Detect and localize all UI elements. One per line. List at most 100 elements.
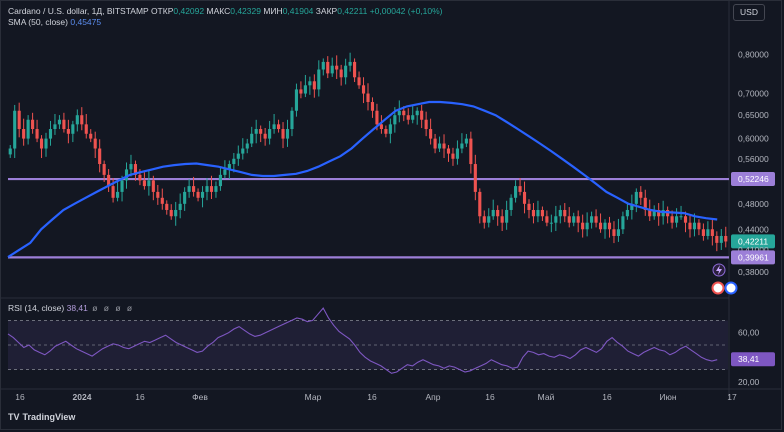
candle-body-28 [133,164,138,175]
candle-body-75 [344,65,348,78]
candle-body-145 [657,209,661,217]
candle-body-29 [138,174,142,181]
candle-body-91 [415,110,419,116]
candle-body-71 [326,61,330,74]
tradingview-logo[interactable]: TV TradingView [8,412,75,422]
low-value: 0,41904 [282,6,314,16]
candle-body-42 [196,191,200,198]
symbol-title: Cardano / U.S. dollar, 1Д, BITSTAMP [8,6,149,16]
high-label: МАКС [206,6,231,16]
candle-body-158 [715,235,719,243]
candle-body-133 [603,222,607,230]
candle-body-27 [129,164,133,170]
candle-body-63 [290,110,294,130]
sma-value: 0,45475 [70,17,102,27]
candle-body-144 [652,209,656,217]
candle-body-123 [558,209,562,217]
rsi-extra: ø ø ø ø [92,303,135,313]
candle-body-108 [491,209,495,217]
candle-body-104 [473,164,477,192]
candle-body-111 [505,209,509,223]
rsi-legend[interactable]: RSI (14, close) 38,41 ø ø ø ø [8,303,134,313]
candle-body-74 [339,69,343,78]
currency-button[interactable]: USD [733,4,765,21]
candle-body-58 [268,129,272,139]
candle-body-38 [178,203,182,210]
candle-body-90 [411,115,415,120]
candle-body-25 [120,180,124,192]
candle-body-66 [303,85,307,94]
flag-us-icon-2[interactable] [724,281,738,295]
candle-body-80 [366,93,370,103]
candle-body-143 [648,209,652,217]
candle-body-24 [116,191,120,198]
candle-body-140 [634,191,638,204]
candle-body-44 [205,186,209,192]
candle-body-142 [643,197,647,210]
time-tick-2: 16 [135,392,145,402]
candle-body-124 [563,209,567,217]
change-value: +0,00042 (+0,10%) [369,6,443,16]
time-tick-5: 16 [367,392,377,402]
candle-body-150 [679,216,683,218]
candle-body-77 [353,61,357,78]
candle-body-20 [98,148,102,165]
candle-body-39 [183,191,187,204]
time-tick-9: 16 [602,392,612,402]
candle-body-141 [639,191,643,198]
candle-body-61 [281,129,285,139]
candle-body-122 [554,216,558,223]
candle-body-87 [397,110,401,116]
price-label-3: 0,39961 [738,252,769,262]
candle-body-131 [594,216,598,223]
candle-body-151 [683,216,688,223]
candle-body-126 [572,216,576,223]
candle-body-113 [514,186,518,198]
candle-body-8 [44,138,48,149]
candle-body-1 [13,110,17,149]
candle-body-83 [379,124,383,130]
close-label: ЗАКР [315,6,338,16]
candle-body-94 [429,129,433,139]
price-tick-6: 0,44000 [738,224,769,234]
candle-body-15 [75,115,79,125]
sma-legend[interactable]: SMA (50, close) 0,45475 [8,17,101,27]
alert-icons[interactable] [711,263,738,295]
time-tick-1: 2024 [73,392,92,402]
candle-body-36 [169,209,173,217]
open-label: ОТКР [150,6,174,16]
candle-body-106 [482,216,486,223]
price-label-bg-3 [731,250,775,265]
candle-body-4 [26,119,30,139]
candle-body-49 [227,164,231,170]
candle-body-53 [245,143,249,149]
rsi-label: RSI (14, close) [8,303,65,313]
tradingview-name: TradingView [22,412,76,422]
candle-body-35 [165,203,169,210]
candle-body-130 [590,216,594,223]
lightning-glyph-icon [716,265,722,275]
candle-body-146 [661,209,665,217]
candle-body-19 [93,138,97,149]
candle-body-86 [393,115,397,125]
candle-body-40 [187,186,191,192]
candle-body-16 [80,115,84,125]
candle-body-76 [348,61,352,66]
candle-body-47 [218,174,222,187]
candle-body-82 [375,110,379,125]
price-tick-0: 0,80000 [738,50,769,60]
candle-series [8,52,728,252]
candle-body-18 [89,133,93,139]
time-tick-8: Май [538,392,555,402]
flag-us-icon[interactable] [711,281,725,295]
price-label-1: 0,42211 [738,236,768,246]
time-tick-11: 17 [727,392,737,402]
candle-body-97 [442,143,446,149]
low-label: МИН [263,6,283,16]
candle-body-135 [612,229,616,236]
candle-body-46 [214,186,218,192]
candle-body-3 [22,129,26,139]
